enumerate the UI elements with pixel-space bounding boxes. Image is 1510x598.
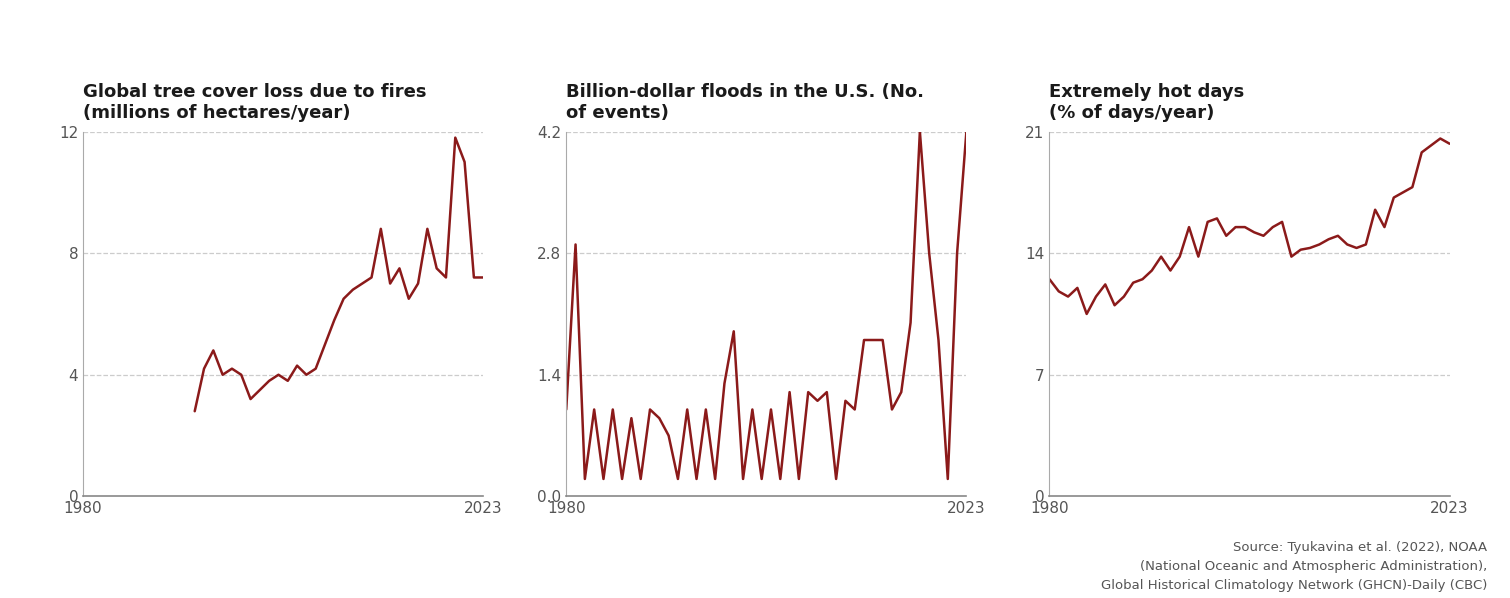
Text: Global tree cover loss due to fires
(millions of hectares/year): Global tree cover loss due to fires (mil… [83,83,426,121]
Text: Billion-dollar floods in the U.S. (No.
of events): Billion-dollar floods in the U.S. (No. o… [566,83,924,121]
Text: Source: Tyukavina et al. (2022), NOAA
(National Oceanic and Atmospheric Administ: Source: Tyukavina et al. (2022), NOAA (N… [1101,541,1487,592]
Text: Extremely hot days
(% of days/year): Extremely hot days (% of days/year) [1049,83,1244,121]
